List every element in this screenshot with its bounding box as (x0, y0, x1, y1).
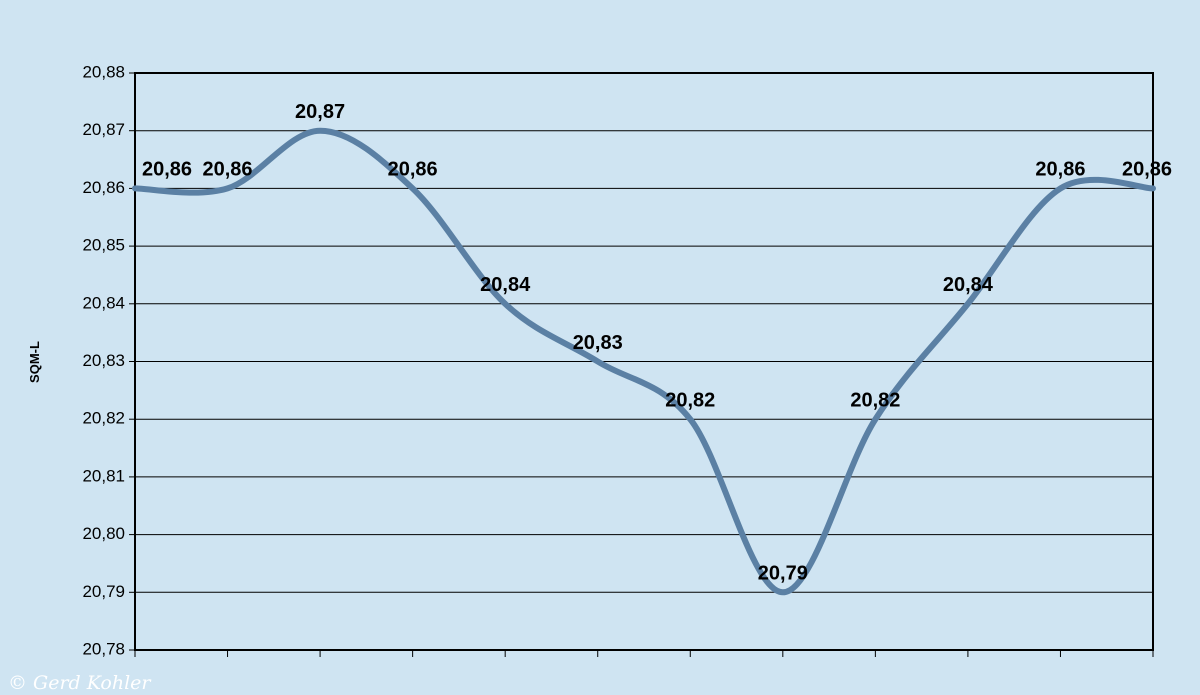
y-tick-label: 20,85 (82, 236, 125, 255)
y-tick-label: 20,79 (82, 582, 125, 601)
data-label: 20,84 (943, 274, 994, 296)
y-tick-label: 20,81 (82, 466, 125, 485)
y-tick-label: 20,78 (82, 639, 125, 658)
axes (134, 72, 1154, 651)
y-tick-label: 20,82 (82, 409, 125, 428)
series-line-path (132, 127, 1156, 596)
grid-lines (129, 72, 1153, 651)
data-label: 20,86 (1122, 159, 1172, 181)
plot-frame (134, 72, 1154, 651)
copyright-watermark: © Gerd Kohler (8, 672, 152, 694)
data-label: 20,79 (758, 563, 808, 585)
data-label: 20,86 (1035, 159, 1085, 181)
y-tick-label: 20,88 (82, 62, 125, 81)
data-label: 20,86 (142, 159, 192, 181)
y-tick-label: 20,86 (82, 178, 125, 197)
data-label: 20,84 (480, 274, 531, 296)
data-label: 20,87 (295, 101, 345, 123)
data-label: 20,83 (573, 332, 623, 354)
data-label: 20,82 (850, 389, 900, 411)
y-tick-label: 20,87 (82, 120, 125, 139)
y-tick-label: 20,80 (82, 524, 125, 543)
data-label: 20,82 (665, 389, 715, 411)
y-tick-label: 20,83 (82, 351, 125, 370)
y-tick-label: 20,84 (82, 293, 125, 312)
y-axis-label: SQM-L (27, 341, 42, 383)
data-labels: 20,86 20,86 20,87 20,86 20,84 20,83 20,82 20,79… (142, 101, 1172, 585)
x-tick-marks (134, 650, 1154, 657)
series-line (132, 127, 1156, 596)
data-label: 20,86 (203, 159, 253, 181)
data-label: 20,86 (388, 159, 438, 181)
y-tick-labels: 20,88 20,87 20,86 20,85 20,84 20,83 20,82 20,81… (82, 62, 125, 658)
